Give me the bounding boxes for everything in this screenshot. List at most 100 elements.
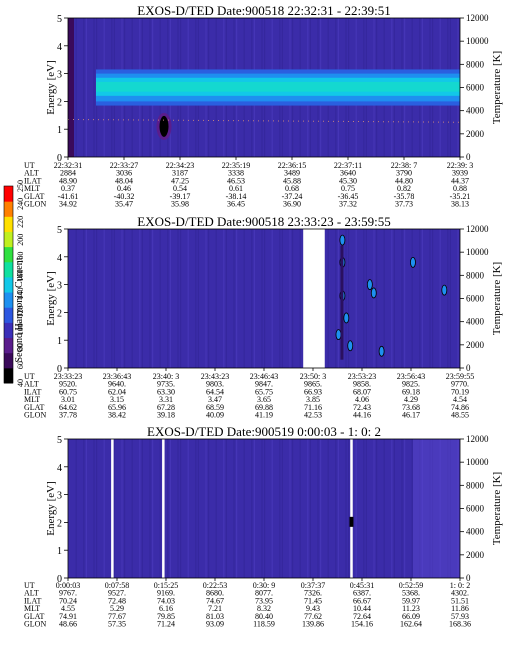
- table-cell: -39.17: [170, 192, 191, 201]
- y2-tick-label: 6000: [466, 83, 485, 93]
- table-cell: 9767.: [59, 589, 77, 598]
- table-cell: 68.59: [206, 403, 224, 412]
- table-cell: 57.93: [451, 612, 469, 621]
- table-cell: 0.68: [285, 184, 299, 193]
- table-cell: 3.47: [208, 395, 222, 404]
- data-gap-line: [111, 439, 114, 578]
- table-cell: 0:00:03: [56, 581, 80, 590]
- y-tick-label: 2: [57, 97, 62, 108]
- texture-stripe: [404, 229, 406, 368]
- colorbar-tick-label: 40: [16, 379, 25, 387]
- table-cell: 11.86: [451, 604, 469, 613]
- table-cell: 9825.: [402, 380, 420, 389]
- texture-stripe: [149, 439, 151, 578]
- texture-stripe: [271, 439, 273, 578]
- texture-stripe: [215, 439, 217, 578]
- texture-stripe: [96, 229, 98, 368]
- texture-stripe: [264, 439, 266, 578]
- texture-stripe: [271, 229, 273, 368]
- texture-stripe: [103, 439, 105, 578]
- table-cell: 39.18: [157, 411, 175, 420]
- colorbar-swatch: [4, 307, 13, 323]
- y2-tick-label: 10000: [466, 36, 489, 46]
- table-cell: 66.93: [304, 387, 322, 396]
- table-cell: 0.88: [453, 184, 467, 193]
- texture-stripe: [139, 229, 141, 368]
- table-cell: 3790: [396, 169, 412, 178]
- dark-edge: [68, 18, 74, 157]
- signal-blob: [378, 345, 385, 357]
- table-row-label: MLT: [24, 184, 40, 193]
- table-cell: 80.40: [255, 612, 273, 621]
- texture-stripe: [75, 229, 77, 368]
- table-cell: 4.55: [61, 604, 75, 613]
- colorbar-tick-label: 250: [16, 180, 25, 192]
- texture-stripe: [421, 229, 423, 368]
- colorbar-swatches: [3, 185, 14, 384]
- table-cell: 22:37:11: [334, 161, 362, 170]
- texture-stripe: [131, 229, 133, 368]
- table-cell: 9640.: [108, 380, 126, 389]
- energy-band: [96, 81, 460, 92]
- table-cell: 4.29: [404, 395, 418, 404]
- texture-stripe: [327, 229, 329, 368]
- colorbar-tick-label: 240: [16, 198, 25, 210]
- table-cell: 22:36:15: [278, 161, 306, 170]
- table-cell: 7326.: [304, 589, 322, 598]
- texture-stripe: [177, 439, 179, 578]
- texture-stripe: [320, 439, 322, 578]
- y-tick-label: 4: [57, 42, 62, 53]
- texture-stripe: [159, 439, 161, 578]
- colorbar-ticks: 40 60 80 100 120 140 160 180 200 220 240 250: [16, 180, 25, 387]
- y2-tick-label: 8000: [466, 59, 485, 69]
- panel-1: EXOS-D/TED Date:900518 22:32:31 - 22:39:…: [24, 3, 503, 209]
- table-cell: 0.54: [173, 184, 187, 193]
- texture-stripe: [187, 229, 189, 368]
- table-cell: 154.16: [351, 620, 373, 629]
- texture-stripe: [355, 229, 357, 368]
- texture-stripe: [393, 439, 395, 578]
- table-cell: 42.53: [304, 411, 322, 420]
- table-cell: 62.04: [108, 387, 126, 396]
- plot-background: [68, 229, 460, 368]
- table-cell: -40.32: [114, 192, 135, 201]
- texture-stripe: [141, 229, 143, 368]
- texture-stripe: [348, 229, 350, 368]
- table-cell: 8077.: [255, 589, 273, 598]
- table-cell: 3338: [228, 169, 244, 178]
- table-cell: 72.48: [108, 596, 126, 605]
- table-cell: 9.43: [306, 604, 320, 613]
- texture-stripe: [233, 229, 235, 368]
- table-cell: 69.18: [402, 387, 420, 396]
- texture-stripe: [225, 439, 227, 578]
- table-cell: 77.67: [108, 612, 126, 621]
- texture-stripe: [292, 229, 294, 368]
- texture-stripe: [93, 18, 95, 157]
- texture-stripe: [223, 229, 225, 368]
- texture-stripe: [289, 229, 291, 368]
- table-cell: 9527.: [108, 589, 126, 598]
- table-cell: 0:52:59: [399, 581, 423, 590]
- texture-stripe: [264, 229, 266, 368]
- texture-stripe: [404, 439, 406, 578]
- texture-stripe: [337, 229, 339, 368]
- table-row-label: UT: [24, 161, 35, 170]
- texture-stripe: [180, 229, 182, 368]
- texture-stripe: [309, 439, 311, 578]
- table-cell: 9735.: [157, 380, 175, 389]
- table-cell: 68.07: [353, 387, 371, 396]
- table-cell: 9858.: [353, 380, 371, 389]
- texture-stripe: [292, 439, 294, 578]
- y-tick-label: 2: [57, 518, 62, 529]
- y-tick-label: 1: [57, 546, 62, 557]
- colorbar-swatch: [4, 186, 13, 202]
- table-cell: 0:22:53: [203, 581, 227, 590]
- table-row-label: ALT: [24, 169, 39, 178]
- table-cell: 48.55: [451, 411, 469, 420]
- texture-stripe: [447, 229, 449, 368]
- panels: EXOS-D/TED Date:900518 22:32:31 - 22:39:…: [24, 3, 503, 629]
- signal-blob: [370, 287, 377, 299]
- table-cell: 37.73: [395, 200, 413, 209]
- colorbar: 40 60 80 100 120 140 160 180 200 220 240 250 Second…: [3, 180, 25, 387]
- table-cell: 22:34:23: [166, 161, 194, 170]
